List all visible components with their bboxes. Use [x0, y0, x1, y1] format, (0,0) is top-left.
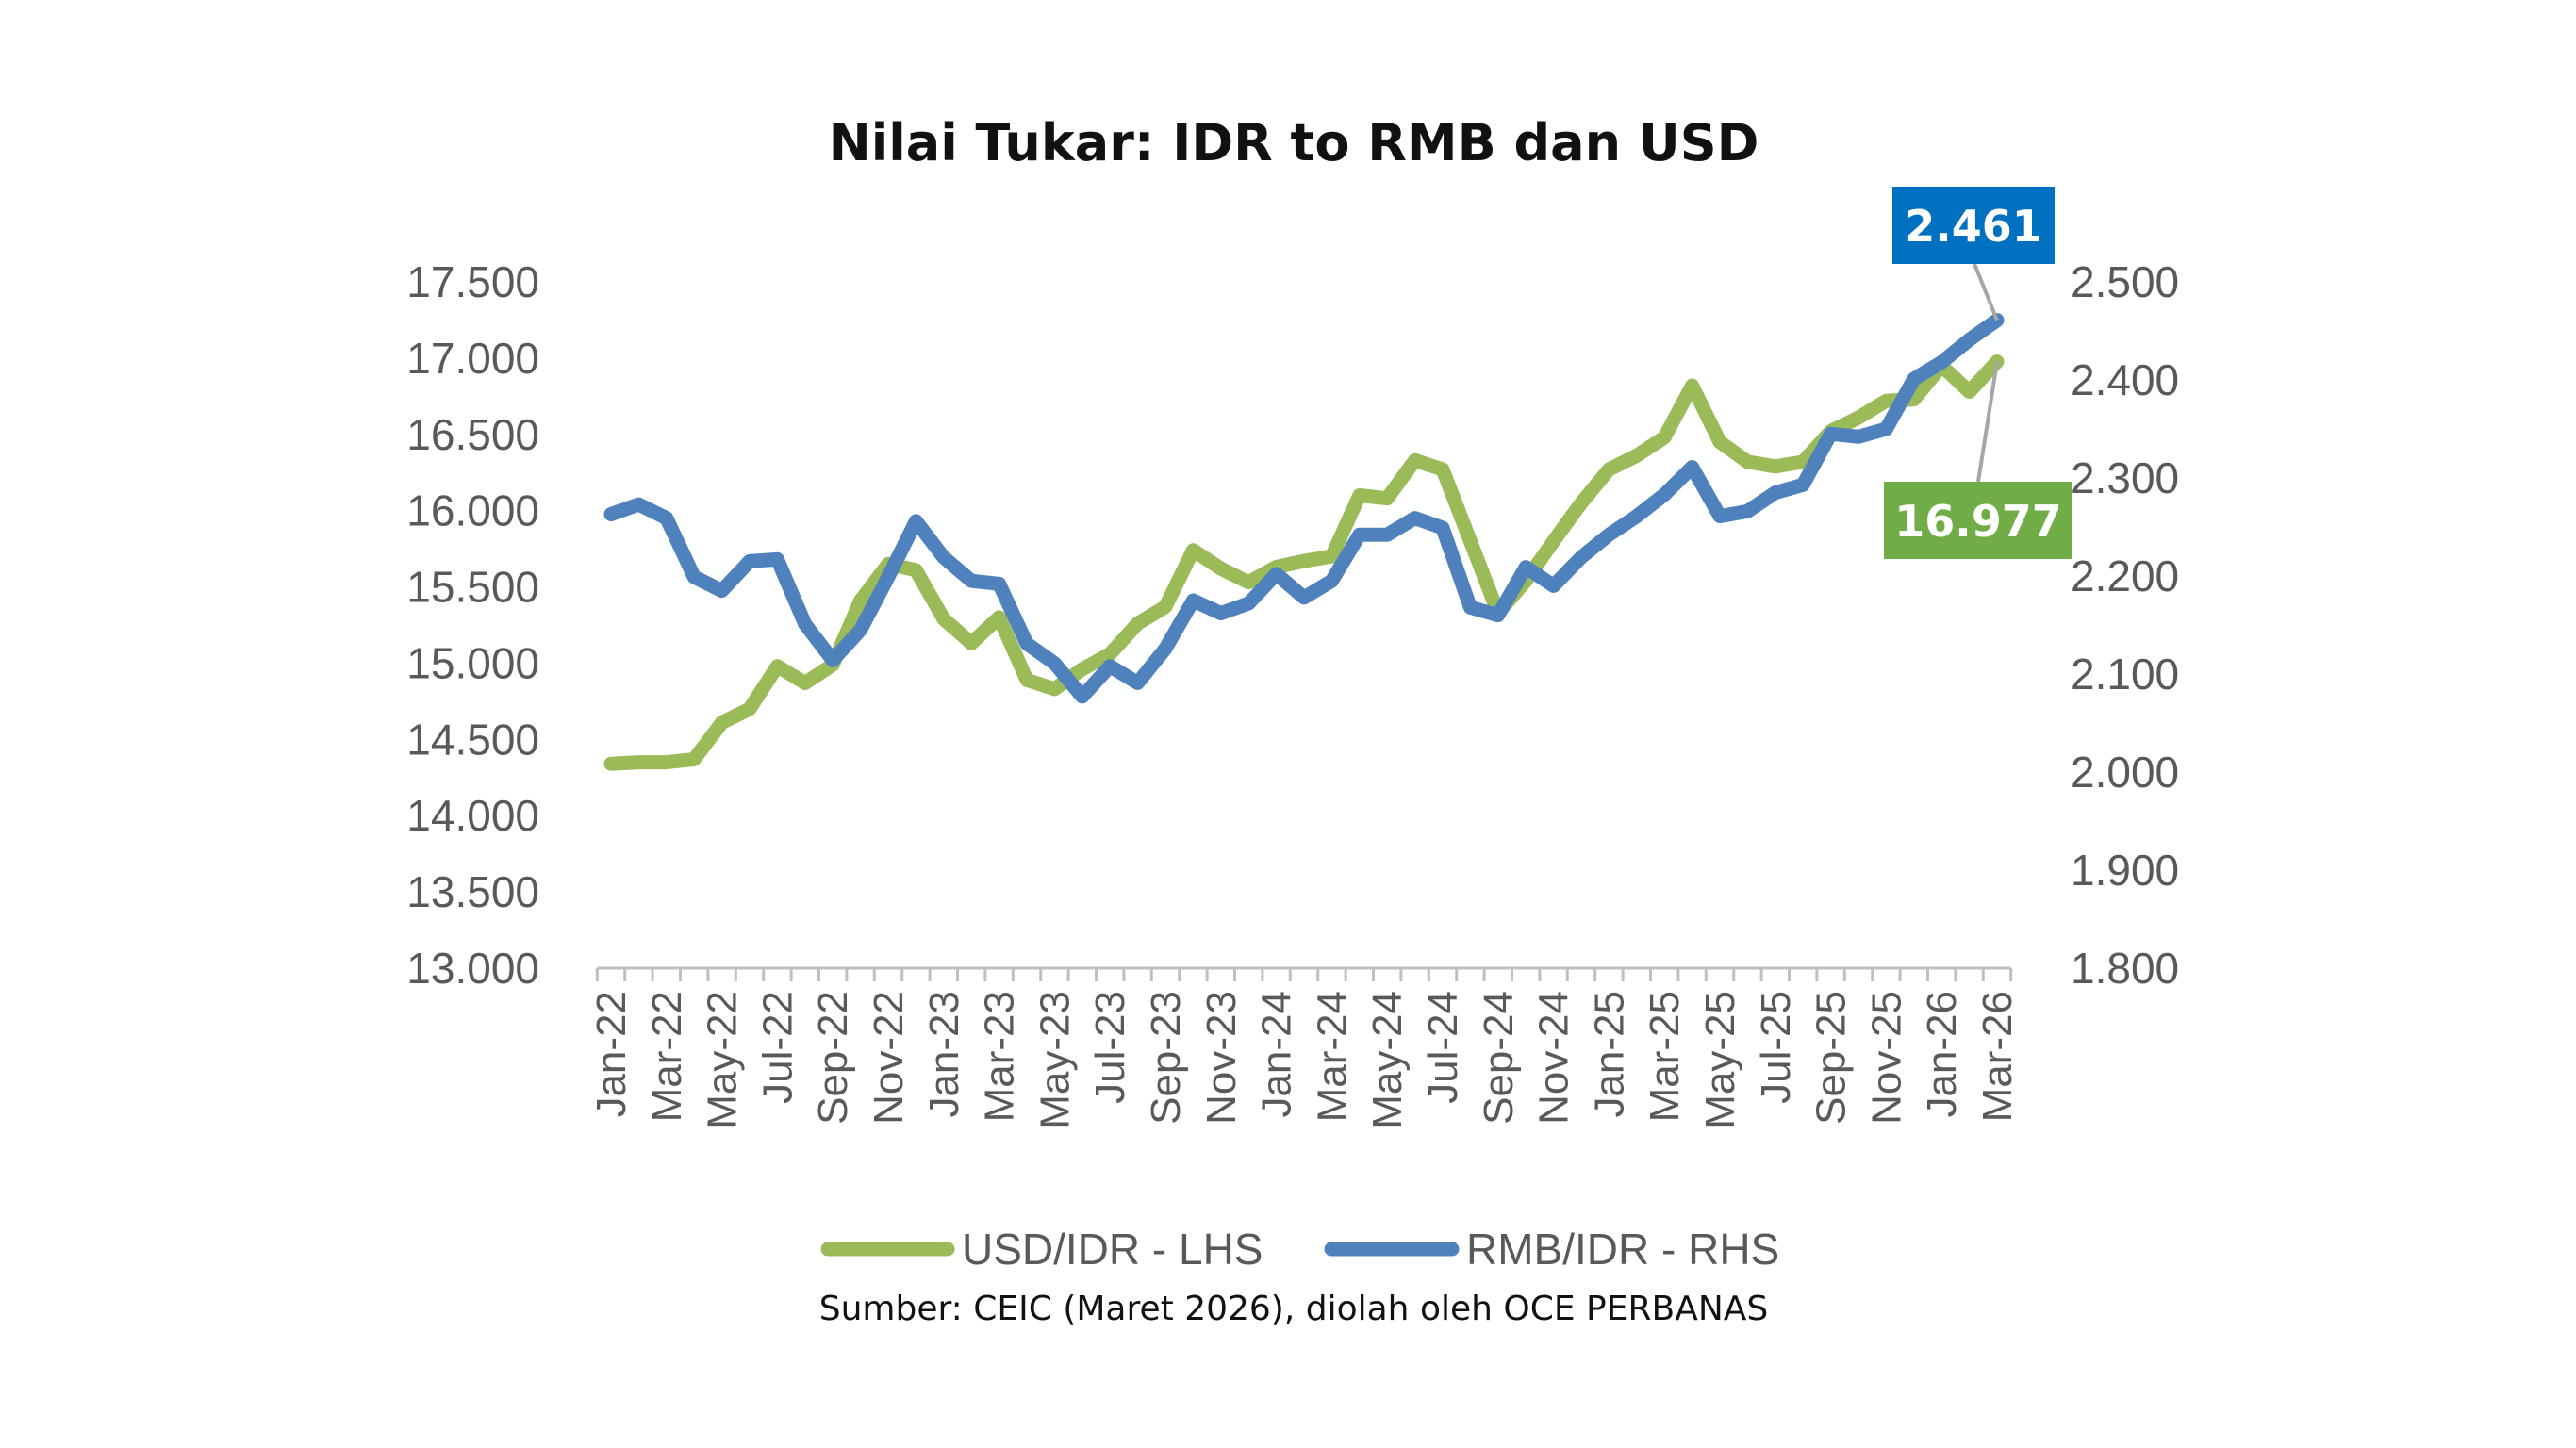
x-tick-label: Mar-24	[1309, 991, 1355, 1122]
right-tick-label: 2.400	[2071, 355, 2179, 404]
left-tick-label: 13.000	[406, 944, 539, 993]
x-tick-label: Nov-25	[1863, 991, 1909, 1125]
usd-last-label-box	[1884, 482, 2072, 559]
x-tick-label: Jul-22	[754, 991, 801, 1104]
x-tick-label: May-24	[1364, 991, 1411, 1129]
x-tick-label: May-23	[1032, 991, 1078, 1129]
left-tick-label: 13.500	[406, 867, 539, 916]
x-tick-label: Jul-24	[1420, 991, 1466, 1104]
plot-lines	[603, 313, 2005, 771]
left-tick-label: 15.000	[406, 638, 539, 687]
left-tick-label: 17.000	[406, 334, 539, 383]
x-tick-label: Mar-25	[1642, 991, 1688, 1122]
right-tick-label: 2.200	[2071, 551, 2179, 601]
x-tick-label: Sep-23	[1143, 991, 1189, 1125]
right-tick-label: 2.500	[2071, 257, 2179, 306]
legend-label-usd-idr: USD/IDR - LHS	[962, 1225, 1263, 1274]
right-axis: 2.500 2.400 2.300 2.200 2.100 2.000 1.900 1.800	[2071, 257, 2179, 993]
series-line-usd-idr	[603, 354, 2005, 771]
x-axis: Jan-22 Mar-22 May-22 Jul-22 Sep-22 Nov-22 Jan-…	[588, 966, 2021, 1129]
x-tick-label: Jan-22	[588, 991, 635, 1118]
x-tick-label: Jan-26	[1919, 991, 1965, 1118]
left-tick-label: 14.500	[406, 715, 539, 764]
x-tick-label: Nov-23	[1198, 991, 1245, 1125]
right-tick-label: 2.300	[2071, 453, 2179, 502]
x-tick-label: Nov-22	[866, 991, 912, 1125]
rmb-last-label-box	[1892, 187, 2055, 264]
x-tick-label: Mar-23	[977, 991, 1023, 1122]
legend-label-rmb-idr: RMB/IDR - RHS	[1466, 1225, 1779, 1274]
left-axis: 17.500 17.000 16.500 16.000 15.500 15.000 14.5…	[406, 257, 539, 993]
legend: USD/IDR - LHS RMB/IDR - RHS	[820, 1225, 1779, 1274]
data-labels: 2.461 16.977	[1884, 187, 2072, 559]
x-tick-label: Jan-23	[921, 991, 967, 1118]
right-tick-label: 2.100	[2071, 650, 2179, 699]
left-tick-label: 15.500	[406, 563, 539, 612]
leader-line	[1973, 263, 1999, 321]
right-tick-label: 2.000	[2071, 748, 2179, 797]
x-tick-label: Jul-23	[1087, 991, 1133, 1104]
rmb-last-label: 2.461	[1905, 201, 2042, 252]
x-tick-label: Sep-22	[810, 991, 856, 1125]
x-tick-label: May-22	[700, 991, 746, 1129]
right-tick-label: 1.800	[2071, 944, 2179, 993]
chart-title: Nilai Tukar: IDR to RMB dan USD	[829, 113, 1759, 173]
x-tick-label: Jan-25	[1586, 991, 1632, 1118]
x-tick-label: Sep-25	[1808, 991, 1855, 1125]
x-tick-label: Nov-24	[1531, 991, 1577, 1125]
x-tick-label: May-25	[1697, 991, 1743, 1129]
left-tick-label: 16.500	[406, 410, 539, 459]
left-tick-label: 17.500	[406, 257, 539, 306]
left-tick-label: 14.000	[406, 791, 539, 840]
x-tick-label: Mar-26	[1974, 991, 2021, 1122]
usd-last-label: 16.977	[1894, 496, 2062, 547]
x-tick-label: Jul-25	[1753, 991, 1799, 1104]
left-tick-label: 16.000	[406, 486, 539, 535]
leader-line	[1976, 361, 1999, 483]
x-tick-label: Mar-22	[644, 991, 690, 1122]
right-tick-label: 1.900	[2071, 846, 2179, 895]
series-line-rmb-idr	[603, 313, 2005, 704]
source-note: Sumber: CEIC (Maret 2026), diolah oleh O…	[819, 1290, 1769, 1328]
x-tick-label: Sep-24	[1476, 991, 1522, 1125]
x-tick-label: Jan-24	[1254, 991, 1300, 1118]
